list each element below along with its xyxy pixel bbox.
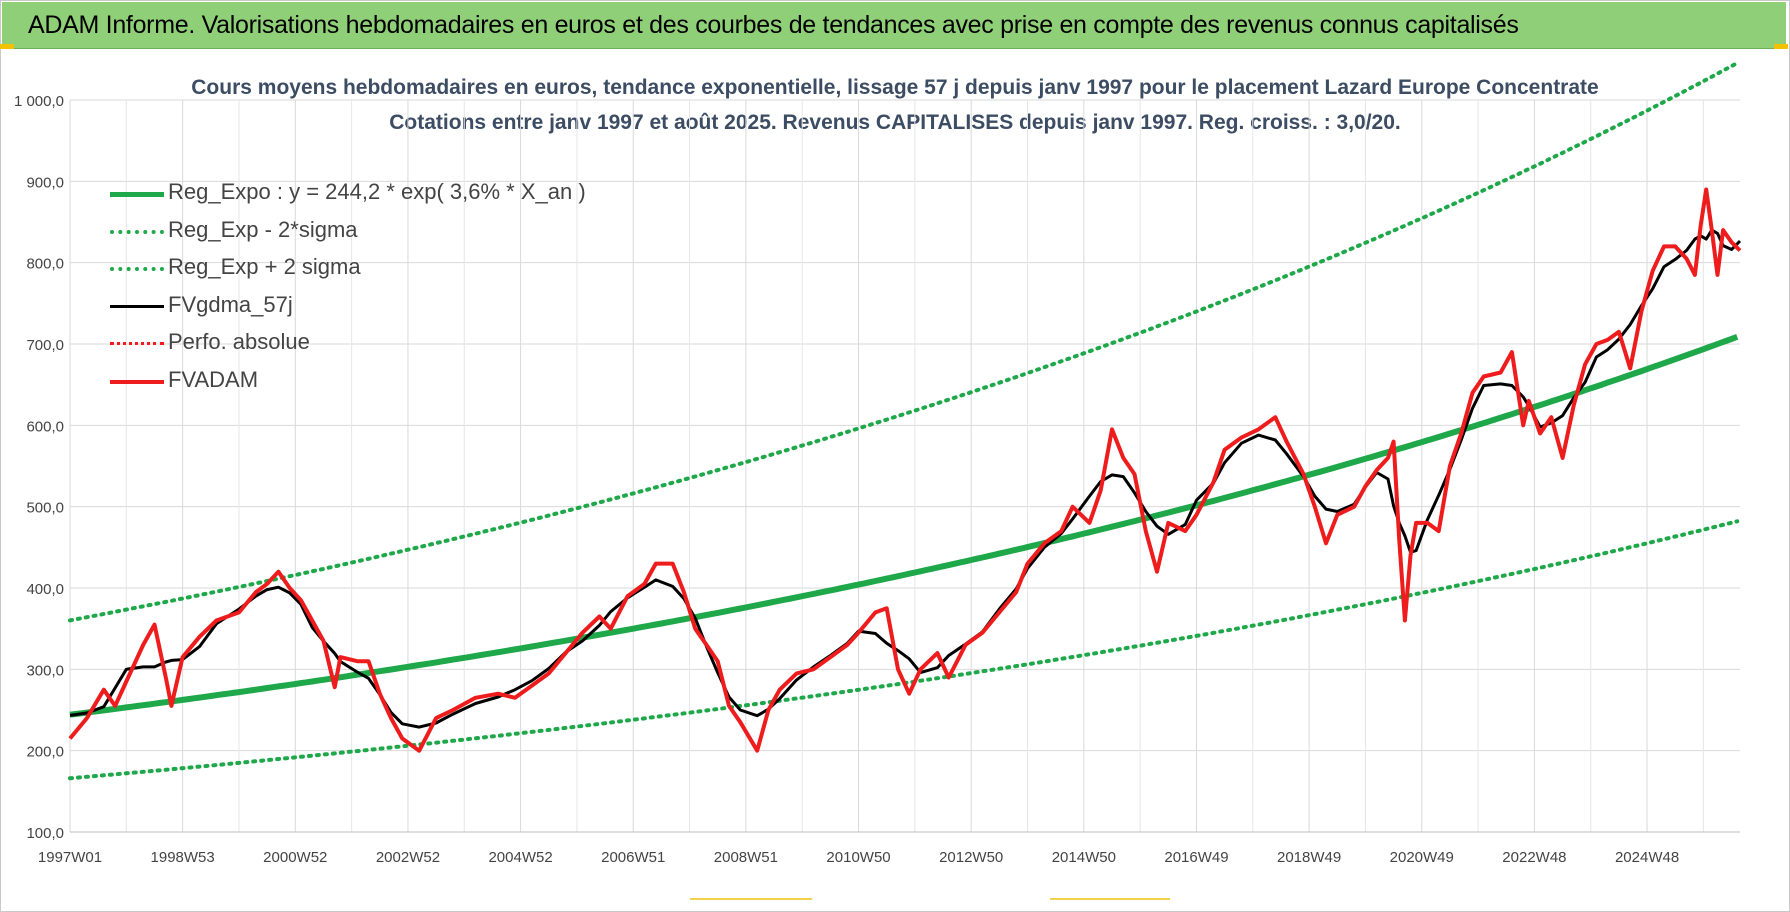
x-tick-label: 2020W49 xyxy=(1390,849,1454,866)
legend-label: Reg_Exp + 2 sigma xyxy=(168,254,361,279)
x-tick-label: 2012W50 xyxy=(939,849,1003,866)
x-tick-label: 1998W53 xyxy=(151,849,215,866)
series-regression-line xyxy=(69,333,1739,718)
legend-swatch xyxy=(110,342,164,345)
legend-label: Perfo. absolue xyxy=(168,329,310,354)
legend-label: Reg_Expo : y = 244,2 * exp( 3,6% * X_an … xyxy=(168,179,586,204)
chart-subtitle: Cotations entre janv 1997 et août 2025. … xyxy=(389,111,1401,134)
x-tick-label: 2016W49 xyxy=(1164,849,1228,866)
x-tick-label: 2024W48 xyxy=(1615,849,1679,866)
y-tick-label: 400,0 xyxy=(26,581,64,598)
corner-mark-left xyxy=(0,44,14,49)
x-tick-label: 2022W48 xyxy=(1502,849,1566,866)
x-tick-label: 2008W51 xyxy=(714,849,778,866)
legend-swatch xyxy=(110,304,164,308)
y-tick-label: 200,0 xyxy=(26,744,64,761)
banner-title: ADAM Informe. Valorisations hebdomadaire… xyxy=(28,11,1519,39)
legend-label: FVADAM xyxy=(168,366,259,392)
y-tick-label: 600,0 xyxy=(26,418,64,435)
series-fvgdma-line xyxy=(69,228,1742,729)
y-tick-label: 1 000,0 xyxy=(14,93,64,110)
x-tick-label: 2006W51 xyxy=(601,849,665,866)
x-tick-label: 2002W52 xyxy=(376,849,440,866)
y-tick-label: 500,0 xyxy=(26,500,64,517)
x-tick-label: 2010W50 xyxy=(826,849,890,866)
x-tick-label: 2000W52 xyxy=(263,849,327,866)
x-tick-label: 1997W01 xyxy=(38,849,102,866)
legend-swatch xyxy=(110,267,164,271)
y-tick-label: 900,0 xyxy=(26,174,64,191)
y-tick-label: 300,0 xyxy=(26,662,64,679)
series-upper-sigma-line xyxy=(68,61,1740,623)
corner-mark-right xyxy=(1774,44,1788,49)
series-lower-sigma-line xyxy=(68,519,1740,781)
report-banner: ADAM Informe. Valorisations hebdomadaire… xyxy=(2,2,1786,49)
legend-swatch xyxy=(110,229,164,234)
legend-label: FVgdma_57j xyxy=(168,291,293,317)
y-tick-label: 700,0 xyxy=(26,337,64,354)
legend-swatch xyxy=(110,192,164,197)
legend-swatch xyxy=(110,379,164,384)
legend-label: Reg_Exp - 2*sigma xyxy=(168,216,358,242)
bottom-mark-right xyxy=(1050,898,1170,900)
bottom-mark-left xyxy=(690,898,812,900)
y-tick-label: 800,0 xyxy=(26,256,64,273)
series-fvadam-line xyxy=(68,187,1742,753)
chart-title: Cours moyens hebdomadaires en euros, ten… xyxy=(191,76,1599,99)
x-tick-label: 2014W50 xyxy=(1052,849,1116,866)
y-tick-label: 100,0 xyxy=(26,825,64,842)
x-tick-label: 2004W52 xyxy=(488,849,552,866)
x-tick-label: 2018W49 xyxy=(1277,849,1341,866)
